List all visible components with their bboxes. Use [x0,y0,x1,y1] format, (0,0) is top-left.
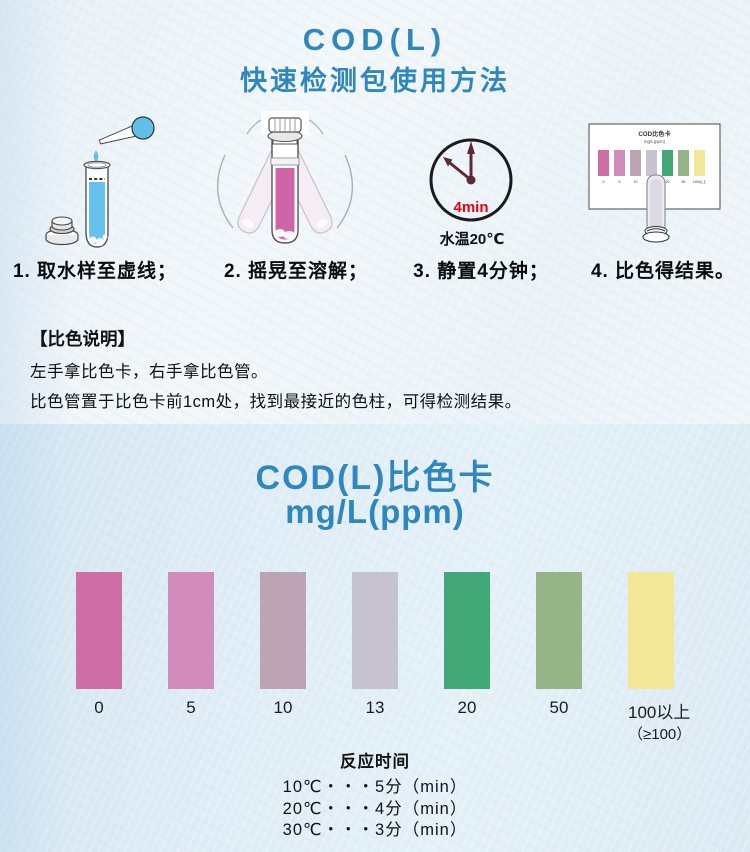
swatch-label: 100以上 [628,703,691,722]
shake-tube-icon [216,111,354,244]
mini-swatch-label: 100以上 [693,179,707,184]
mini-card-title: COD比色卡 [638,130,671,138]
mini-swatch [646,150,657,176]
test-tube-icon [83,160,111,248]
mini-swatch [678,150,689,176]
swatch-block [628,572,674,689]
mini-swatch-label: 50 [682,180,686,184]
mini-swatch-label: 0 [603,180,605,184]
step1-illustration [45,116,155,248]
mini-swatch-label: 10 [634,180,638,184]
step3-illustration: 4min [429,138,513,222]
color-swatch-50: 50 [536,572,582,744]
swatch-label: 20 [457,698,477,717]
comparison-notes: 【比色说明】 左手拿比色卡，右手拿比色管。 比色管置于比色卡前1cm处，找到最接… [30,326,522,418]
color-card-title-line1: COD(L)比色卡 [255,459,495,497]
color-swatch-row: 0 5 10 13 20 50 100以上 （≥100） [0,572,750,744]
notes-heading: 【比色说明】 [30,329,135,349]
swatch-label: 10 [273,698,293,717]
water-temp-note: 水温20℃ [439,231,505,248]
dropper-icon [98,116,155,145]
swatch-block [536,572,582,689]
clock-duration-label: 4min [453,199,488,216]
color-swatch-0: 0 [76,572,122,744]
step2-caption: 2. 摇晃至溶解； [223,261,369,282]
mini-swatch [614,150,625,176]
swatch-label: 13 [365,698,385,717]
notes-line1: 左手拿比色卡，右手拿比色管。 [30,363,268,381]
reaction-time-row-20c: 20℃・・・4分（min） [282,799,468,818]
mini-swatch [598,150,609,176]
page-title-line2: 快速检测包使用方法 [240,66,510,96]
swatch-block [260,572,306,689]
step4-caption: 4. 比色得结果。 [590,261,736,282]
notes-line2: 比色管置于比色卡前1cm处，找到最接近的色柱，可得检测结果。 [30,393,522,411]
swatch-block [444,572,490,689]
color-swatch-10: 10 [260,572,306,744]
color-swatch-5: 5 [168,572,214,744]
top-section-background [0,0,750,424]
comparison-tube-icon [642,174,670,243]
reaction-time-row-30c: 30℃・・・3分（min） [282,821,468,839]
mini-swatch-label: 20 [666,180,670,184]
swatch-block [76,572,122,689]
swatch-block [352,572,398,689]
color-swatch-13: 13 [352,572,398,744]
reaction-time-heading: 反应时间 [340,753,410,771]
reaction-time-block: 反应时间 10℃・・・5分（min） 20℃・・・4分（min） 30℃・・・3… [0,748,750,842]
reaction-time-row-10c: 10℃・・・5分（min） [282,778,468,796]
mini-swatch [630,150,641,176]
clock-icon: 4min [429,138,513,222]
color-swatch-100plus: 100以上 （≥100） [628,572,692,744]
step3-caption: 3. 静置4分钟； [413,261,549,282]
tube-cap-icon [45,216,79,246]
mini-swatch-label: 5 [619,180,621,184]
page-title-line1: COD(L) [302,22,448,57]
color-card-title-line2: mg/L(ppm) [285,493,465,530]
swatch-sublabel: （≥100） [628,726,692,743]
swatch-label: 50 [549,698,569,717]
swatch-block [168,572,214,689]
step1-caption: 1. 取水样至虚线； [12,261,178,282]
water-drop-icon [93,150,99,162]
mini-card-subtitle: mg/L(ppm) [644,139,666,144]
step2-illustration [216,111,354,244]
color-swatch-20: 20 [444,572,490,744]
swatch-label: 0 [94,698,104,717]
swatch-label: 5 [186,698,196,717]
step4-illustration: COD比色卡 mg/L(ppm) 0 5 10 13 20 50 100以上 [588,123,721,243]
mini-swatch [662,150,673,176]
mini-swatch [694,150,705,176]
